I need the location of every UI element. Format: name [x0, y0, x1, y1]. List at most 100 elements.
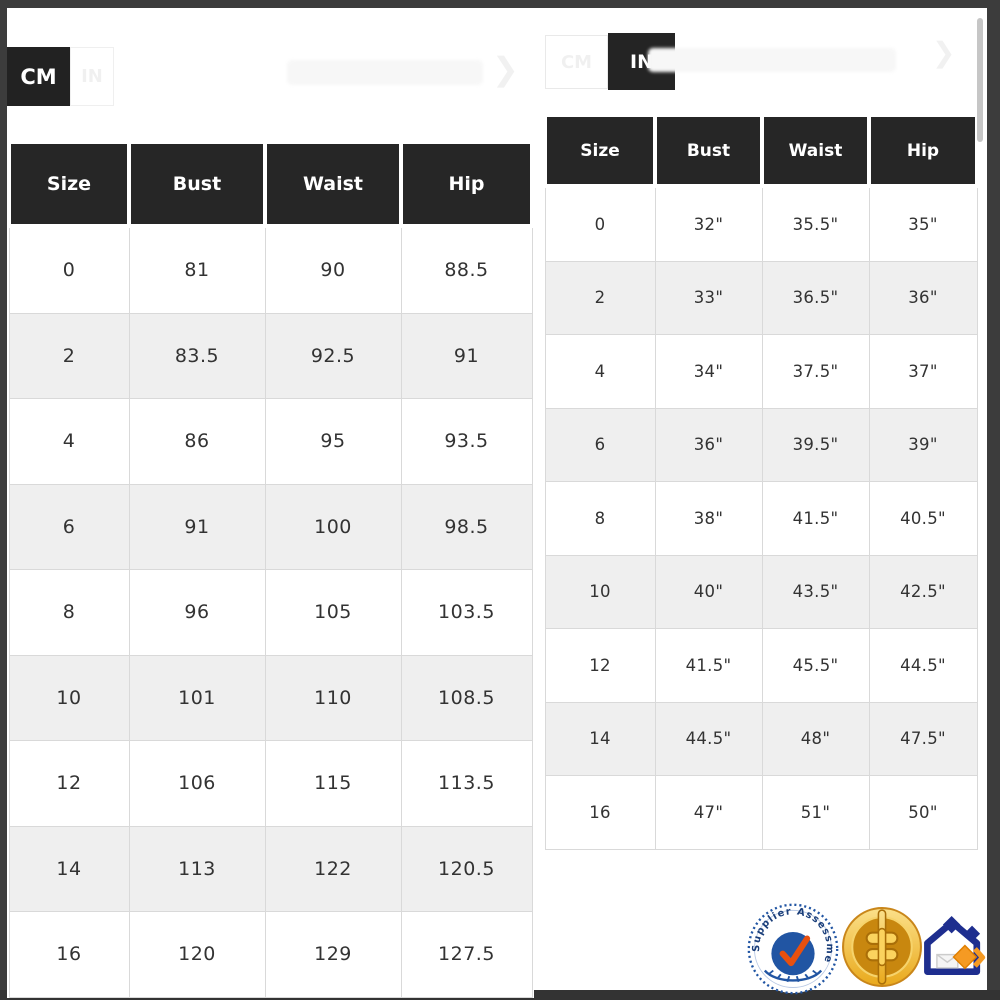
- header-row: Size Bust Waist Hip: [543, 113, 979, 188]
- table-cell: 36": [868, 260, 978, 335]
- table-row: 4 34" 37.5" 37": [544, 334, 978, 409]
- table-row: 10 40" 43.5" 42.5": [544, 554, 978, 629]
- header-cell: Hip: [399, 140, 534, 228]
- table-row: 14 44.5" 48" 47.5": [544, 701, 978, 776]
- table-cell: 42.5": [868, 554, 978, 629]
- table-row: 0 32" 35.5" 35": [544, 185, 978, 262]
- cm-toggle-button[interactable]: CM: [7, 47, 70, 106]
- frame-left: [0, 0, 7, 1000]
- table-cell: 83.5: [128, 312, 266, 399]
- size-table-in: Size Bust Waist Hip 0 32" 35.5" 35" 2 33" 36.5" 36"…: [543, 113, 979, 850]
- table-cell: 8: [8, 569, 130, 656]
- table-row: 6 91 100 98.5: [8, 483, 533, 570]
- header-cell: Hip: [867, 113, 979, 188]
- cm-toggle-button[interactable]: CM: [545, 35, 608, 89]
- table-cell: 33": [654, 260, 763, 335]
- table-cell: 45.5": [761, 628, 870, 703]
- in-toggle-button[interactable]: IN: [70, 47, 114, 106]
- table-cell: 8: [544, 481, 656, 556]
- table-cell: 100: [264, 483, 402, 570]
- table-cell: 44.5": [868, 628, 978, 703]
- table-cell: 16: [8, 911, 130, 998]
- table-cell: 48": [761, 701, 870, 776]
- table-cell: 81: [128, 225, 266, 314]
- table-cell: 86: [128, 398, 266, 485]
- table-cell: 115: [264, 740, 402, 827]
- table-cell: 91: [400, 312, 533, 399]
- table-cell: 110: [264, 654, 402, 741]
- table-cell: 32": [654, 185, 763, 262]
- table-cell: 12: [8, 740, 130, 827]
- table-cell: 39": [868, 407, 978, 482]
- table-cell: 129: [264, 911, 402, 998]
- table-row: 8 38" 41.5" 40.5": [544, 481, 978, 556]
- table-row: 0 81 90 88.5: [8, 225, 533, 314]
- table-cell: 38": [654, 481, 763, 556]
- gold-coin-icon: [842, 907, 922, 987]
- onsite-check-badge: [916, 908, 992, 986]
- supplier-assessment-badge: Supplier Assessment: [742, 893, 840, 995]
- table-cell: 105: [264, 569, 402, 656]
- table-row: 6 36" 39.5" 39": [544, 407, 978, 482]
- table-cell: 36.5": [761, 260, 870, 335]
- table-cell: 10: [8, 654, 130, 741]
- table-cell: 103.5: [400, 569, 533, 656]
- table-cell: 47": [654, 775, 763, 850]
- table-cell: 92.5: [264, 312, 402, 399]
- table-cell: 0: [8, 225, 130, 314]
- table-cell: 47.5": [868, 701, 978, 776]
- table-cell: 14: [8, 825, 130, 912]
- table-cell: 35.5": [761, 185, 870, 262]
- table-cell: 122: [264, 825, 402, 912]
- table-cell: 35": [868, 185, 978, 262]
- table-cell: 36": [654, 407, 763, 482]
- house-check-icon: [924, 915, 986, 976]
- table-cell: 50": [868, 775, 978, 850]
- table-cell: 101: [128, 654, 266, 741]
- table-cell: 40": [654, 554, 763, 629]
- in-toggle-button[interactable]: IN: [608, 33, 675, 90]
- table-cell: 39.5": [761, 407, 870, 482]
- table-cell: 6: [8, 483, 130, 570]
- chevron-right-icon: ❯: [932, 36, 956, 69]
- frame-top: [0, 0, 1000, 8]
- table-cell: 0: [544, 185, 656, 262]
- table-cell: 2: [8, 312, 130, 399]
- table-cell: 10: [544, 554, 656, 629]
- table-cell: 113.5: [400, 740, 533, 827]
- chevron-right-icon: ❯: [492, 50, 519, 88]
- table-cell: 90: [264, 225, 402, 314]
- table-cell: 98.5: [400, 483, 533, 570]
- table-cell: 127.5: [400, 911, 533, 998]
- header-cell: Waist: [760, 113, 871, 188]
- table-cell: 14: [544, 701, 656, 776]
- header-cell: Bust: [127, 140, 267, 228]
- table-cell: 44.5": [654, 701, 763, 776]
- faded-heading-text: [648, 48, 896, 72]
- header-cell: Waist: [263, 140, 403, 228]
- header-cell: Size: [543, 113, 657, 188]
- table-cell: 113: [128, 825, 266, 912]
- header-row: Size Bust Waist Hip: [7, 140, 534, 228]
- table-row: 16 120 129 127.5: [8, 911, 533, 998]
- table-cell: 37": [868, 334, 978, 409]
- table-cell: 95: [264, 398, 402, 485]
- table-cell: 120: [128, 911, 266, 998]
- table-row: 12 41.5" 45.5" 44.5": [544, 628, 978, 703]
- scrollbar-thumb[interactable]: [977, 18, 983, 142]
- table-cell: 106: [128, 740, 266, 827]
- table-cell: 2: [544, 260, 656, 335]
- table-row: 2 83.5 92.5 91: [8, 312, 533, 399]
- table-cell: 40.5": [868, 481, 978, 556]
- table-cell: 88.5: [400, 225, 533, 314]
- table-cell: 41.5": [761, 481, 870, 556]
- table-cell: 96: [128, 569, 266, 656]
- table-row: 2 33" 36.5" 36": [544, 260, 978, 335]
- header-cell: Size: [7, 140, 131, 228]
- table-row: 12 106 115 113.5: [8, 740, 533, 827]
- size-table-cm: Size Bust Waist Hip 0 81 90 88.5 2 83.5 92.5 91 4 86 9…: [7, 140, 534, 998]
- table-cell: 43.5": [761, 554, 870, 629]
- table-cell: 4: [544, 334, 656, 409]
- table-cell: 34": [654, 334, 763, 409]
